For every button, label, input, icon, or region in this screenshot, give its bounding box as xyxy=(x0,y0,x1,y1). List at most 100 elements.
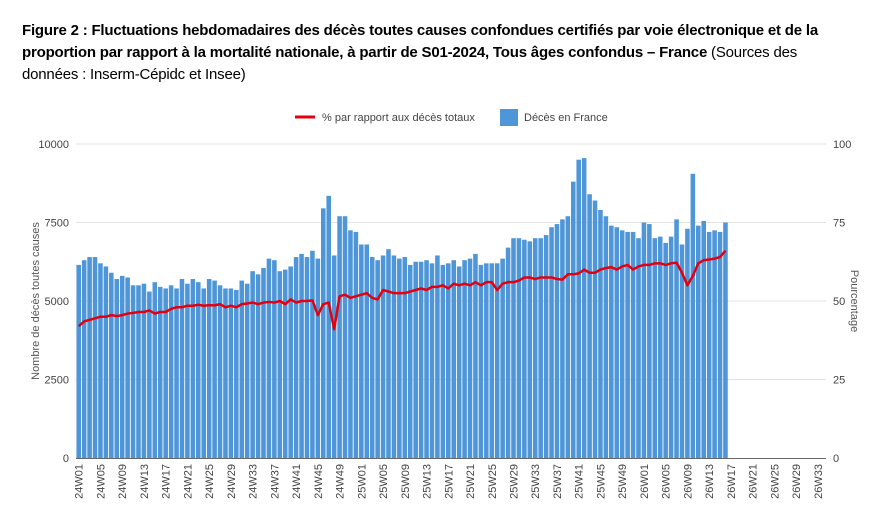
bar xyxy=(576,159,581,458)
bar xyxy=(87,257,92,458)
bar xyxy=(282,269,288,458)
legend-line-label: % par rapport aux décès totaux xyxy=(322,112,475,124)
figure-caption: Figure 2 : Fluctuations hebdomadaires de… xyxy=(22,20,842,86)
bar xyxy=(522,239,527,458)
x-tick-label: 24W41 xyxy=(291,464,303,499)
bar xyxy=(228,288,234,458)
y-tick-label: 5000 xyxy=(45,296,69,308)
bar xyxy=(293,257,299,458)
bar xyxy=(462,260,467,458)
bar xyxy=(625,231,630,458)
bar xyxy=(478,264,484,458)
x-tick-label: 25W25 xyxy=(487,464,499,499)
bar xyxy=(652,238,658,458)
bar xyxy=(185,283,190,458)
legend-bar-label: Décès en France xyxy=(524,112,608,124)
bar xyxy=(310,250,315,458)
x-tick-label: 24W21 xyxy=(182,464,194,499)
bar xyxy=(543,235,549,458)
bar xyxy=(668,236,674,458)
bar xyxy=(554,224,560,458)
bar xyxy=(696,225,701,458)
bar xyxy=(103,266,109,458)
x-tick-label: 26W29 xyxy=(791,464,803,499)
x-tick-label: 24W01 xyxy=(74,464,86,499)
bar xyxy=(647,224,652,458)
y-tick-label: 0 xyxy=(63,453,69,465)
x-tick-label: 24W05 xyxy=(96,464,108,499)
bar xyxy=(484,263,489,458)
bar xyxy=(119,275,125,458)
bar xyxy=(446,263,451,458)
bar xyxy=(402,257,408,458)
x-tick-label: 25W01 xyxy=(356,464,368,499)
x-tick-label: 26W33 xyxy=(813,464,825,499)
bar xyxy=(190,279,196,458)
bar xyxy=(587,194,592,459)
bar xyxy=(375,260,380,458)
bar xyxy=(685,228,690,458)
bar xyxy=(81,260,87,458)
bar xyxy=(451,260,456,458)
bar xyxy=(440,264,446,458)
x-tick-label: 25W33 xyxy=(530,464,542,499)
bar xyxy=(391,255,397,458)
x-tick-label: 24W17 xyxy=(161,464,173,499)
bar xyxy=(706,231,712,458)
bar xyxy=(467,258,473,458)
bar xyxy=(277,271,283,458)
bar xyxy=(511,238,516,458)
bar xyxy=(98,263,103,458)
bar xyxy=(359,244,364,458)
x-tick-label: 26W17 xyxy=(726,464,738,499)
bar xyxy=(424,260,429,458)
bar-series xyxy=(76,158,728,459)
y2-tick-label: 75 xyxy=(833,218,845,230)
bar xyxy=(174,288,179,458)
y-tick-label: 2500 xyxy=(45,375,69,387)
bar xyxy=(674,219,679,458)
bar xyxy=(609,225,614,458)
bar xyxy=(141,283,147,458)
caption-title: Figure 2 : Fluctuations hebdomadaires de… xyxy=(22,22,818,61)
legend-bar-swatch xyxy=(500,109,518,126)
x-tick-label: 25W29 xyxy=(509,464,521,499)
x-tick-label: 24W13 xyxy=(139,464,151,499)
bar xyxy=(353,231,359,458)
bar xyxy=(717,231,723,458)
bar xyxy=(505,247,511,458)
bar xyxy=(304,257,310,458)
bar xyxy=(223,288,228,458)
bar xyxy=(723,222,728,458)
bar xyxy=(196,282,201,458)
bar xyxy=(250,271,255,458)
bar xyxy=(701,220,706,458)
bar xyxy=(636,238,641,458)
x-tick-label: 25W41 xyxy=(574,464,586,499)
bar xyxy=(538,238,543,458)
bar xyxy=(288,266,293,458)
y-tick-label: 7500 xyxy=(45,218,69,230)
bar xyxy=(571,181,576,458)
bar xyxy=(125,277,130,458)
bar xyxy=(500,258,505,458)
x-tick-label: 24W29 xyxy=(226,464,238,499)
bar xyxy=(516,238,522,458)
bar xyxy=(244,283,250,458)
x-tick-label: 24W33 xyxy=(248,464,260,499)
bar xyxy=(255,274,261,458)
x-tick-label: 24W45 xyxy=(313,464,325,499)
y2-axis-title: Pourcentage xyxy=(848,270,860,332)
bar xyxy=(152,282,158,458)
x-tick-label: 26W25 xyxy=(769,464,781,499)
y2-tick-label: 0 xyxy=(833,453,839,465)
bar xyxy=(418,261,424,458)
bar xyxy=(532,238,538,458)
x-tick-label: 25W45 xyxy=(596,464,608,499)
bar xyxy=(147,291,152,458)
bar xyxy=(380,255,386,458)
bar xyxy=(429,263,435,458)
x-tick-label: 25W49 xyxy=(617,464,629,499)
x-tick-label: 26W13 xyxy=(704,464,716,499)
